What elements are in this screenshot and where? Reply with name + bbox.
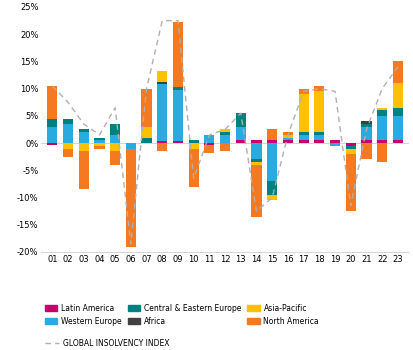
Bar — [63, 124, 73, 143]
Bar — [393, 83, 403, 108]
Bar — [126, 148, 136, 246]
Bar — [236, 127, 246, 140]
Bar — [314, 91, 325, 132]
Bar — [299, 94, 309, 132]
Bar — [141, 89, 152, 127]
Bar — [236, 140, 246, 143]
Bar — [94, 143, 104, 146]
Bar — [299, 140, 309, 143]
Bar — [361, 127, 372, 140]
Bar — [361, 121, 372, 124]
Bar — [393, 116, 403, 140]
Bar — [157, 141, 167, 143]
Bar — [314, 86, 325, 91]
Bar — [236, 113, 246, 127]
Bar — [393, 62, 403, 83]
Bar — [220, 143, 230, 151]
Bar — [220, 132, 230, 135]
Bar — [204, 145, 214, 153]
Bar — [361, 140, 372, 143]
Bar — [110, 143, 120, 151]
Bar — [63, 148, 73, 157]
Bar — [220, 135, 230, 143]
Bar — [330, 140, 340, 143]
Bar — [173, 141, 183, 143]
Bar — [377, 140, 387, 143]
Bar — [78, 151, 89, 189]
Bar — [204, 135, 214, 143]
Bar — [110, 151, 120, 165]
Bar — [252, 143, 261, 160]
Bar — [189, 140, 199, 143]
Bar — [299, 135, 309, 140]
Bar — [78, 132, 89, 143]
Bar — [393, 140, 403, 143]
Bar — [346, 146, 356, 148]
Bar — [267, 195, 277, 200]
Bar — [204, 143, 214, 145]
Bar — [141, 138, 152, 143]
Bar — [63, 119, 73, 124]
Bar — [377, 116, 387, 140]
Bar — [283, 138, 293, 140]
Bar — [361, 124, 372, 127]
Bar — [361, 143, 372, 160]
Bar — [377, 108, 387, 111]
Bar — [173, 87, 183, 90]
Bar — [94, 138, 104, 140]
Bar — [126, 143, 136, 148]
Bar — [63, 143, 73, 148]
Bar — [110, 124, 120, 135]
Bar — [157, 143, 167, 151]
Bar — [252, 165, 261, 217]
Bar — [47, 119, 57, 127]
Bar — [267, 130, 277, 140]
Bar — [252, 162, 261, 165]
Bar — [252, 140, 261, 143]
Bar — [330, 143, 340, 146]
Bar — [346, 143, 356, 146]
Bar — [314, 132, 325, 135]
Bar — [78, 143, 89, 151]
Bar — [157, 71, 167, 82]
Bar — [283, 132, 293, 135]
Bar — [189, 148, 199, 187]
Bar — [47, 127, 57, 143]
Bar — [267, 181, 277, 195]
Bar — [267, 140, 277, 143]
Bar — [173, 90, 183, 141]
Bar — [346, 148, 356, 154]
Bar — [377, 111, 387, 116]
Bar — [346, 154, 356, 211]
Bar — [189, 143, 199, 148]
Bar — [283, 140, 293, 143]
Bar — [377, 143, 387, 162]
Bar — [78, 130, 89, 132]
Bar — [393, 108, 403, 116]
Bar — [267, 143, 277, 181]
Bar — [157, 84, 167, 141]
Bar — [299, 132, 309, 135]
Bar — [173, 22, 183, 87]
Bar — [252, 160, 261, 162]
Bar — [314, 140, 325, 143]
Bar — [283, 135, 293, 138]
Bar — [220, 130, 230, 132]
Bar — [299, 89, 309, 94]
Bar — [47, 86, 57, 119]
Legend: GLOBAL INSOLVENCY INDEX: GLOBAL INSOLVENCY INDEX — [45, 339, 169, 348]
Bar — [314, 135, 325, 140]
Bar — [157, 82, 167, 84]
Bar — [94, 146, 104, 148]
Bar — [141, 127, 152, 138]
Bar — [47, 143, 57, 145]
Bar — [110, 135, 120, 143]
Bar — [94, 140, 104, 143]
